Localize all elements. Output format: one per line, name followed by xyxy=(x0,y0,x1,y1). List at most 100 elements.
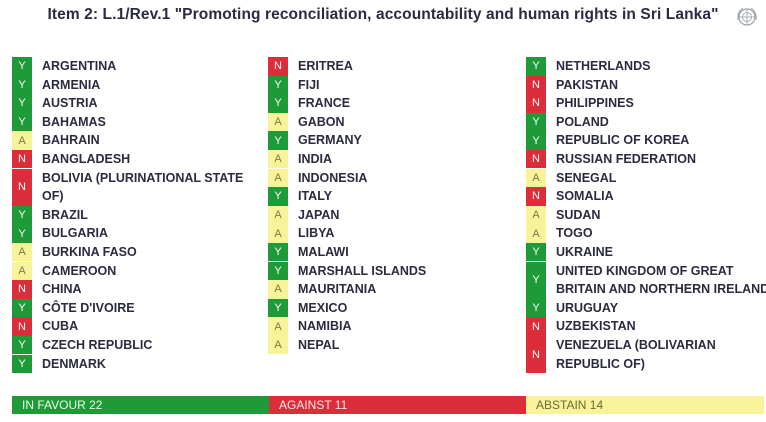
country-name-line: ARGENTINA xyxy=(42,59,117,73)
country-name: CAMEROON xyxy=(42,262,116,281)
country-name: CUBA xyxy=(42,317,78,336)
country-name: SOMALIA xyxy=(556,187,614,206)
page-title: Item 2: L.1/Rev.1 "Promoting reconciliat… xyxy=(47,6,719,23)
vote-badge: Y xyxy=(526,57,546,76)
country-vote-row: Y ARMENIA xyxy=(12,75,243,95)
country-name-line: NEPAL xyxy=(298,337,340,352)
country-name-line: LIBYA xyxy=(298,226,335,241)
country-name: URUGUAY xyxy=(556,299,618,318)
country-vote-row: A MAURITANIA xyxy=(268,280,426,299)
country-name: VENEZUELA (BOLIVARIAN REPUBLIC OF) xyxy=(556,336,716,373)
country-name-line: SOMALIA xyxy=(556,189,614,204)
country-name: TOGO xyxy=(556,224,593,243)
vote-column-2: N ERITREA Y FIJI Y FRANCE A GABON Y GERMANY A INDIA… xyxy=(268,57,426,355)
country-name-line: INDONESIA xyxy=(298,170,368,185)
country-vote-row: Y ITALY xyxy=(268,187,426,206)
vote-badge: N xyxy=(526,149,546,169)
country-vote-row: Y UKRAINE xyxy=(526,242,766,262)
country-name: RUSSIAN FEDERATION xyxy=(556,150,696,169)
country-name: ARGENTINA xyxy=(42,57,116,76)
country-vote-row: Y ARGENTINA xyxy=(12,57,243,76)
vote-badge: Y xyxy=(268,131,288,150)
vote-badge: Y xyxy=(12,298,32,318)
country-name: NAMIBIA xyxy=(298,317,351,336)
country-name: INDONESIA xyxy=(298,169,367,188)
country-name-line: REPUBLIC OF KOREA xyxy=(556,133,690,148)
vote-badge: Y xyxy=(12,94,32,113)
country-name: MAURITANIA xyxy=(298,280,376,299)
country-name: FIJI xyxy=(298,76,320,95)
country-vote-row: N BANGLADESH xyxy=(12,149,243,169)
country-name-line: BAHRAIN xyxy=(42,133,100,148)
country-vote-row: A TOGO xyxy=(526,224,766,243)
country-name-line: CZECH REPUBLIC xyxy=(42,337,153,352)
country-vote-row: A JAPAN xyxy=(268,205,426,225)
country-name: GERMANY xyxy=(298,131,362,150)
country-name-line: UZBEKISTAN xyxy=(556,319,636,334)
country-vote-row: Y MALAWI xyxy=(268,242,426,262)
country-name-line: JAPAN xyxy=(298,207,340,222)
country-name-line: INDIA xyxy=(298,151,333,166)
country-vote-row: Y DENMARK xyxy=(12,354,243,374)
vote-badge: Y xyxy=(12,205,32,225)
country-vote-row: A INDIA xyxy=(268,149,426,169)
country-name: BRAZIL xyxy=(42,206,88,225)
country-name-line: ITALY xyxy=(298,189,333,204)
vote-badge: N xyxy=(12,149,32,169)
vote-badge: Y xyxy=(12,75,32,95)
country-name-line: GERMANY xyxy=(298,133,362,148)
country-vote-row: N ERITREA xyxy=(268,57,426,76)
country-vote-row: Y POLAND xyxy=(526,112,766,132)
vote-badge: Y xyxy=(12,335,32,355)
country-name: BAHRAIN xyxy=(42,131,100,150)
country-name: ERITREA xyxy=(298,57,353,76)
vote-badge: N xyxy=(526,335,546,374)
country-name-line: RUSSIAN FEDERATION xyxy=(556,151,697,166)
country-vote-row: N VENEZUELA (BOLIVARIAN REPUBLIC OF) xyxy=(526,335,766,374)
vote-badge: Y xyxy=(268,242,288,262)
vote-badge: Y xyxy=(526,112,546,132)
vote-badge: Y xyxy=(268,75,288,95)
vote-badge: Y xyxy=(268,94,288,113)
country-vote-row: A LIBYA xyxy=(268,224,426,243)
vote-badge: N xyxy=(12,168,32,206)
country-name: INDIA xyxy=(298,150,332,169)
country-vote-row: Y UNITED KINGDOM OF GREAT BRITAIN AND NORT… xyxy=(526,261,766,299)
country-name: PAKISTAN xyxy=(556,76,618,95)
country-name: SUDAN xyxy=(556,206,600,225)
country-vote-row: N UZBEKISTAN xyxy=(526,317,766,336)
country-vote-row: Y GERMANY xyxy=(268,131,426,150)
country-name-line: CÔTE D'IVOIRE xyxy=(42,300,135,315)
country-vote-row: Y REPUBLIC OF KOREA xyxy=(526,131,766,150)
vote-badge: Y xyxy=(12,224,32,243)
country-vote-row: Y NETHERLANDS xyxy=(526,57,766,76)
country-name-line: MARSHALL ISLANDS xyxy=(298,263,427,278)
vote-badge: A xyxy=(12,242,32,262)
vote-badge: A xyxy=(268,112,288,132)
country-vote-row: N RUSSIAN FEDERATION xyxy=(526,149,766,169)
country-name-line: BOLIVIA (PLURINATIONAL STATE xyxy=(42,170,244,185)
country-name-line: PAKISTAN xyxy=(556,77,619,92)
country-name: MEXICO xyxy=(298,299,347,318)
vote-badge: N xyxy=(526,94,546,113)
vote-column-3: Y NETHERLANDS N PAKISTAN N PHILIPPINES Y POLAND… xyxy=(526,57,766,374)
country-name: MARSHALL ISLANDS xyxy=(298,262,426,281)
country-name-line: BULGARIA xyxy=(42,226,108,241)
vote-badge: N xyxy=(12,317,32,336)
vote-badge: A xyxy=(268,224,288,243)
country-name: BAHAMAS xyxy=(42,113,106,132)
vote-badge: Y xyxy=(268,187,288,206)
country-name-line: ARMENIA xyxy=(42,77,101,92)
vote-badge: A xyxy=(526,205,546,225)
country-name: BANGLADESH xyxy=(42,150,130,169)
country-name: LIBYA xyxy=(298,224,334,243)
vote-badge: A xyxy=(268,168,288,188)
country-vote-row: N CHINA xyxy=(12,280,243,299)
country-vote-row: Y CÔTE D'IVOIRE xyxy=(12,298,243,318)
country-vote-row: A GABON xyxy=(268,112,426,132)
country-name-line: NAMIBIA xyxy=(298,319,352,334)
country-vote-row: Y URUGUAY xyxy=(526,298,766,318)
country-vote-row: Y MARSHALL ISLANDS xyxy=(268,261,426,281)
country-name-line: NETHERLANDS xyxy=(556,59,651,73)
country-name: SENEGAL xyxy=(556,169,616,188)
